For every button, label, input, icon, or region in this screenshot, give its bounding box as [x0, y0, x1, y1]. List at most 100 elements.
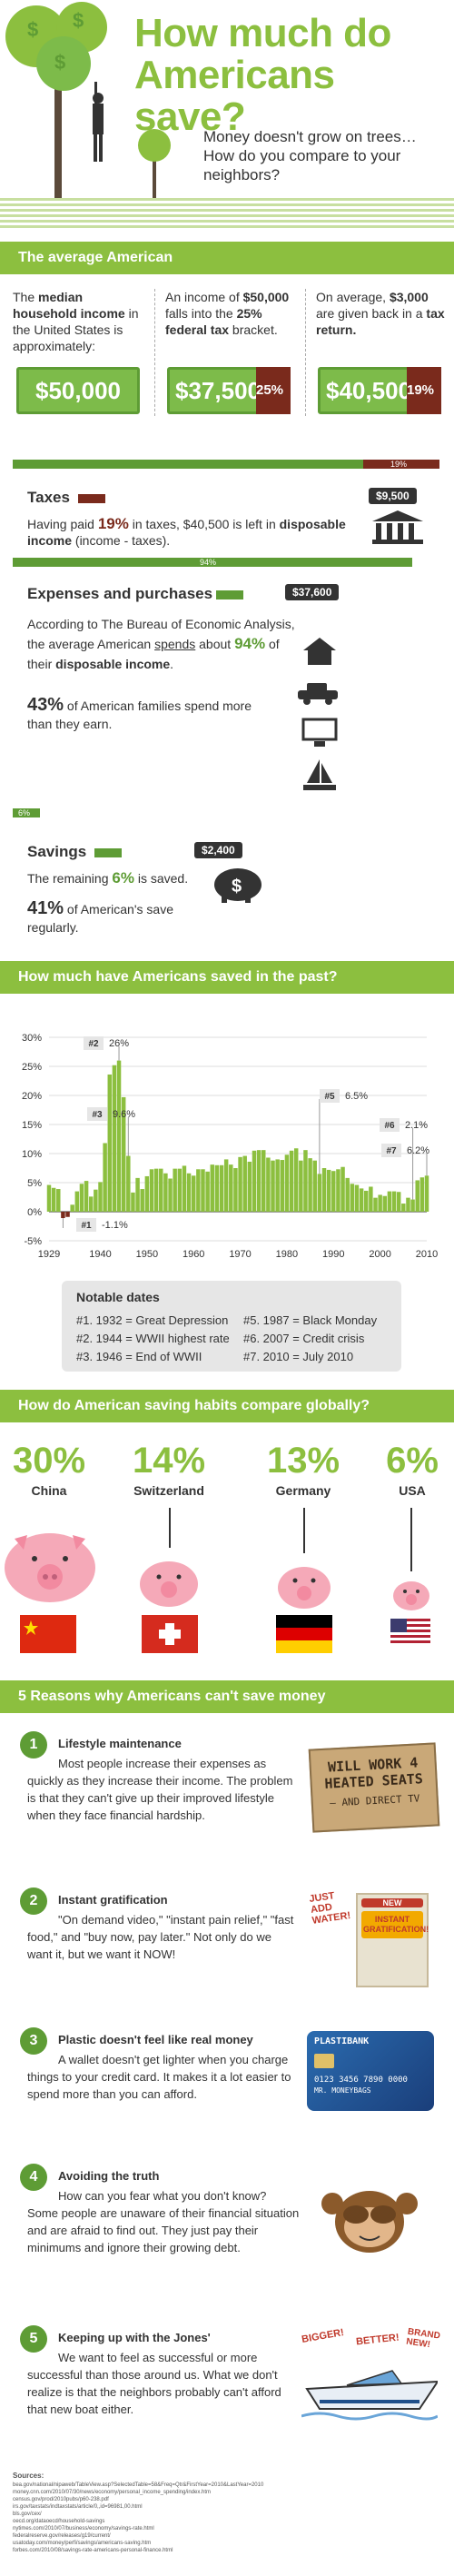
- text-bold: disposable income: [55, 657, 171, 671]
- annotation-label: 6.2%: [407, 1145, 429, 1156]
- chart-bar: [219, 1164, 224, 1212]
- text-fragment: of their: [27, 637, 280, 671]
- boat-label: BRAND NEW!: [405, 2326, 441, 2351]
- chart-bar: [289, 1150, 294, 1212]
- source-line[interactable]: federalreserve.gov/releases/g19/current/: [13, 2533, 111, 2539]
- chart-bar: [373, 1197, 378, 1212]
- annotation-number: #7: [386, 1146, 397, 1156]
- source-line[interactable]: money.cnn.com/2010/07/30/news/economy/pe…: [13, 2490, 212, 2495]
- money-bill-50000: $50,000: [16, 367, 140, 414]
- box-label: INSTANT GRATIFICATION!: [361, 1911, 429, 1938]
- text-fragment: .: [170, 657, 174, 671]
- source-line[interactable]: irs.gov/taxstats/indtaxstats/article/0,,…: [13, 2504, 143, 2510]
- savings-text: The remaining 6% is saved.: [27, 870, 254, 887]
- source-line[interactable]: bea.gov/national/nipaweb/TableView.asp?S…: [13, 2482, 264, 2488]
- reason-title: Lifestyle maintenance: [58, 1737, 182, 1750]
- expenses-amount-tag: $37,600: [285, 584, 340, 600]
- money-bill-40500: $40,500 19%: [318, 367, 441, 414]
- annotation-badge: [381, 1144, 401, 1157]
- reason-body: A wallet doesn't get lighter when you ch…: [27, 2053, 291, 2101]
- stat-percent: 43%: [27, 695, 64, 715]
- germany-flag-icon: [276, 1615, 332, 1653]
- y-tick-label: 20%: [22, 1091, 42, 1102]
- reason-title: Plastic doesn't feel like real money: [58, 2033, 253, 2046]
- column-divider: [305, 289, 306, 416]
- pig-switzerland-icon: [140, 1561, 198, 1607]
- annotation-label: -1.1%: [102, 1220, 128, 1231]
- expenses-mini-bar: [216, 590, 243, 599]
- x-tick-label: 2010: [416, 1249, 438, 1260]
- chart-bar: [168, 1178, 173, 1212]
- text-fragment: (income - taxes).: [72, 533, 171, 548]
- box-label: NEW: [361, 1898, 423, 1907]
- chart-bar: [340, 1166, 345, 1212]
- text-bold: disposable income: [27, 517, 346, 548]
- chart-bar: [262, 1150, 266, 1212]
- annotation-badge: [76, 1218, 96, 1232]
- source-line[interactable]: census.gov/prod/2010pubs/p60-238.pdf: [13, 2497, 109, 2502]
- text-fragment: about: [195, 637, 235, 651]
- reason-5: 5 Keeping up with the Jones' We want to …: [11, 2325, 443, 2452]
- pig-germany-icon: [278, 1567, 331, 1609]
- chart-bar: [387, 1191, 392, 1212]
- chart-bar: [238, 1156, 242, 1212]
- chart-bar: [144, 1175, 150, 1212]
- source-line[interactable]: usatoday.com/money/perfi/savings/america…: [13, 2541, 152, 2546]
- expenses-stat: 43% of American families spend more than…: [27, 696, 263, 733]
- chart-bar: [121, 1096, 126, 1212]
- reason-title: Instant gratification: [58, 1893, 168, 1907]
- reason-number: 5: [20, 2325, 47, 2353]
- source-line[interactable]: bls.gov/cex/: [13, 2512, 42, 2517]
- chart-bar: [112, 1065, 117, 1212]
- chart-bar: [369, 1186, 373, 1212]
- svg-text:$: $: [73, 9, 84, 32]
- card-number: 0123 3456 7890 0000: [314, 2076, 408, 2085]
- date-item: #7. 2010 = July 2010: [243, 1350, 354, 1363]
- money-tree-illustration: $ $ $: [5, 2, 107, 200]
- taxes-amount-tag: $9,500: [369, 488, 417, 504]
- page-subtitle: Money doesn't grow on trees… How do you …: [203, 128, 417, 183]
- source-line[interactable]: oecd.org/dataoecd/household-savings: [13, 2519, 105, 2524]
- chart-bar: [46, 1184, 52, 1212]
- savings-bar: [13, 808, 40, 817]
- chart-bar: [88, 1196, 94, 1212]
- chart-bar: [354, 1184, 360, 1212]
- text-bold: 19%: [97, 515, 129, 532]
- notable-dates-title: Notable dates: [76, 1290, 160, 1304]
- reason-1: 1 Lifestyle maintenance Most people incr…: [11, 1731, 443, 1868]
- pig-china-icon: [5, 1533, 95, 1602]
- text-fragment: The: [13, 290, 39, 304]
- chart-bar: [308, 1158, 312, 1212]
- chart-bar: [331, 1171, 336, 1212]
- sailboat-icon: [303, 759, 336, 790]
- chart-bar: [275, 1159, 280, 1212]
- chart-bar: [153, 1168, 159, 1212]
- reason-4: 4 Avoiding the truth How can you fear wh…: [11, 2164, 443, 2291]
- notable-dates-box: Notable dates #1. 1932 = Great Depressio…: [62, 1281, 401, 1372]
- disposable-bar: [13, 558, 412, 567]
- title-line-1: How much do: [134, 11, 391, 55]
- chart-bar: [177, 1168, 183, 1212]
- x-tick-label: 1929: [38, 1249, 60, 1260]
- source-line[interactable]: nytimes.com/2010/07/business/economy/sav…: [13, 2526, 154, 2531]
- date-item: #5. 1987 = Black Monday: [243, 1313, 378, 1327]
- annotation-number: #6: [384, 1121, 395, 1131]
- house-icon: [303, 638, 336, 665]
- bar-label-19: 19%: [390, 460, 408, 469]
- chart-bar: [401, 1204, 406, 1212]
- reason-title: Keeping up with the Jones': [58, 2331, 211, 2344]
- reason-title: Avoiding the truth: [58, 2169, 160, 2183]
- reason-2: 2 Instant gratification "On demand video…: [11, 1887, 443, 2015]
- chart-bar: [299, 1160, 303, 1212]
- source-line[interactable]: forbes.com/2010/08/savings-rate-american…: [13, 2548, 173, 2553]
- text-bold: $3,000: [389, 290, 429, 304]
- boat-label: BETTER!: [355, 2332, 400, 2348]
- tax-percent-badge: 25%: [256, 367, 291, 414]
- chart-bar: [61, 1212, 65, 1219]
- text-bold: tax return.: [316, 306, 445, 337]
- taxes-mini-bar: [78, 494, 105, 503]
- text-fragment: Having paid: [27, 517, 98, 531]
- chart-bar: [107, 1074, 113, 1212]
- chart-bar: [79, 1184, 84, 1212]
